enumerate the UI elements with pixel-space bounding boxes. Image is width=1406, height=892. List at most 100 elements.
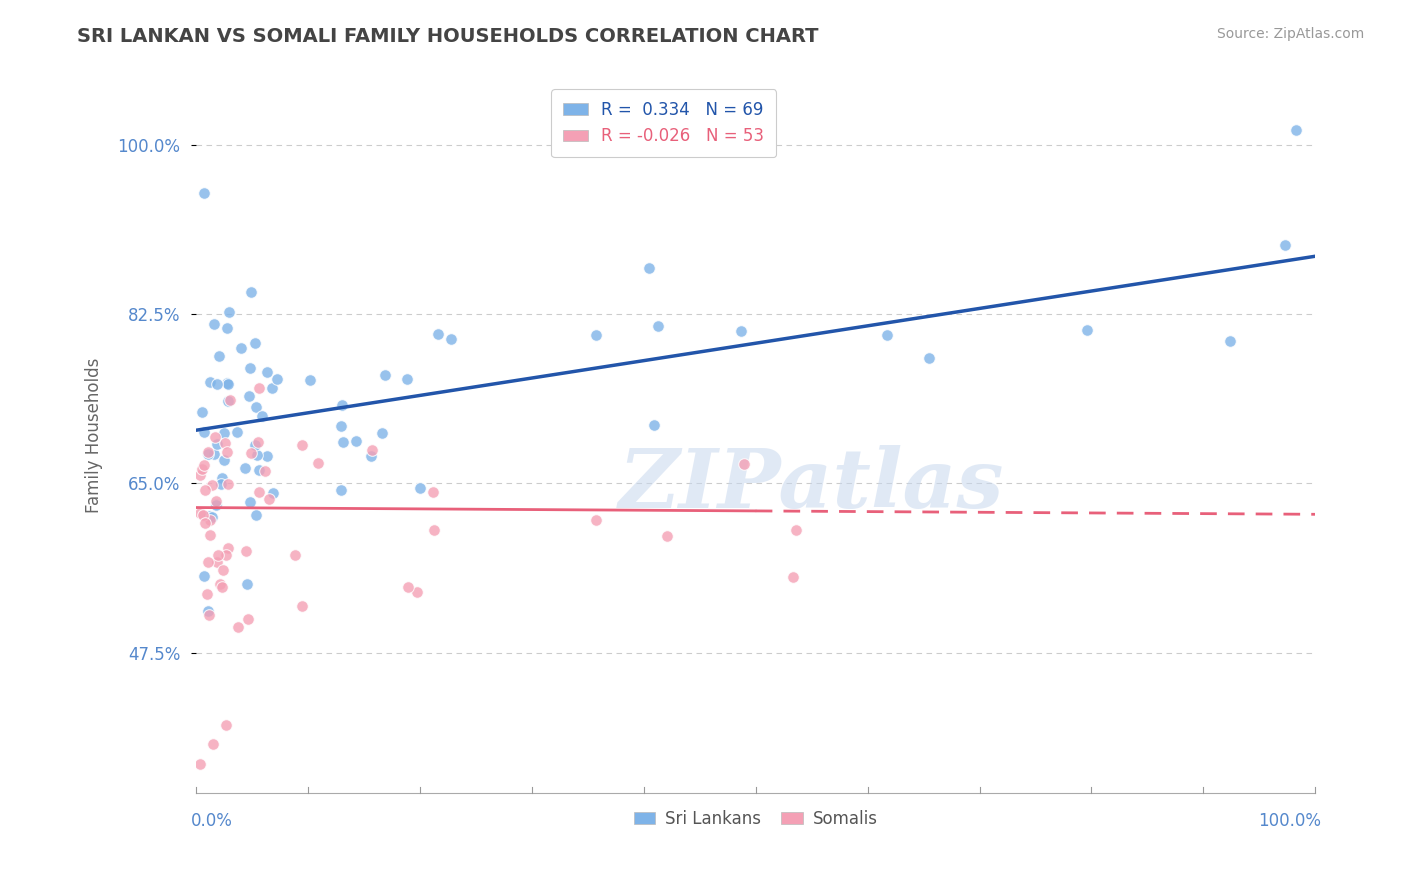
- Point: [785, 523, 807, 537]
- Point: [204, 497, 226, 511]
- Text: SRI LANKAN VS SOMALI FAMILY HOUSEHOLDS CORRELATION CHART: SRI LANKAN VS SOMALI FAMILY HOUSEHOLDS C…: [77, 27, 818, 45]
- Point: [201, 510, 224, 524]
- Text: 100.0%: 100.0%: [1258, 813, 1320, 830]
- Point: [193, 568, 215, 582]
- Point: [197, 447, 219, 461]
- Point: [236, 577, 259, 591]
- Point: [217, 377, 239, 392]
- Point: [647, 318, 669, 333]
- Point: [202, 737, 225, 751]
- Point: [330, 483, 353, 497]
- Point: [204, 499, 226, 513]
- Point: [218, 392, 240, 407]
- Point: [254, 464, 277, 478]
- Point: [217, 321, 239, 335]
- Point: [291, 438, 314, 452]
- Point: [215, 445, 238, 459]
- Point: [202, 447, 225, 461]
- Point: [423, 523, 446, 537]
- Point: [218, 305, 240, 319]
- Point: [207, 555, 229, 569]
- Point: [1219, 334, 1241, 349]
- Point: [257, 492, 280, 507]
- Point: [246, 434, 269, 449]
- Point: [233, 461, 256, 475]
- Point: [217, 476, 239, 491]
- Point: [193, 458, 215, 473]
- Point: [585, 513, 607, 527]
- Point: [917, 351, 939, 365]
- Point: [188, 506, 211, 520]
- Point: [409, 481, 432, 495]
- Point: [245, 401, 267, 415]
- Point: [243, 335, 266, 350]
- Point: [231, 341, 253, 355]
- Point: [730, 324, 752, 338]
- Point: [195, 587, 218, 601]
- Point: [191, 405, 214, 419]
- Point: [256, 450, 278, 464]
- Y-axis label: Family Households: Family Households: [86, 358, 103, 513]
- Point: [217, 394, 239, 409]
- Point: [1285, 123, 1308, 137]
- Point: [200, 528, 222, 542]
- Point: [197, 555, 219, 569]
- Point: [197, 445, 219, 459]
- Point: [247, 381, 270, 395]
- Point: [422, 484, 444, 499]
- Point: [198, 513, 221, 527]
- Point: [212, 453, 235, 467]
- Point: [1274, 237, 1296, 252]
- Point: [361, 442, 384, 457]
- Text: Source: ZipAtlas.com: Source: ZipAtlas.com: [1216, 27, 1364, 41]
- Point: [262, 486, 284, 500]
- Point: [226, 425, 249, 439]
- Point: [371, 425, 394, 440]
- Point: [215, 548, 238, 562]
- Point: [247, 485, 270, 500]
- Point: [245, 437, 267, 451]
- Point: [202, 317, 225, 331]
- Point: [396, 580, 419, 594]
- Point: [205, 377, 228, 392]
- Point: [211, 580, 233, 594]
- Point: [298, 373, 321, 387]
- Point: [201, 478, 224, 492]
- Point: [217, 376, 239, 390]
- Legend: Sri Lankans, Somalis: Sri Lankans, Somalis: [627, 803, 884, 834]
- Point: [655, 529, 678, 543]
- Point: [191, 508, 214, 523]
- Point: [250, 409, 273, 423]
- Point: [238, 389, 260, 403]
- Point: [207, 349, 229, 363]
- Point: [332, 435, 354, 450]
- Point: [256, 365, 278, 379]
- Point: [332, 398, 354, 412]
- Point: [284, 548, 307, 562]
- Point: [211, 471, 233, 485]
- Point: [194, 483, 217, 497]
- Point: [239, 285, 262, 299]
- Point: [188, 756, 211, 771]
- Point: [876, 327, 898, 342]
- Point: [440, 333, 463, 347]
- Point: [291, 599, 314, 613]
- Point: [1076, 323, 1098, 337]
- Point: [246, 448, 269, 462]
- Point: [190, 462, 212, 476]
- Point: [211, 563, 233, 577]
- Point: [193, 425, 215, 439]
- Point: [307, 456, 329, 470]
- Point: [330, 418, 353, 433]
- Point: [193, 186, 215, 201]
- Text: 0.0%: 0.0%: [191, 813, 232, 830]
- Point: [212, 425, 235, 440]
- Point: [733, 457, 755, 471]
- Point: [197, 604, 219, 618]
- Point: [782, 570, 804, 584]
- Point: [266, 372, 288, 386]
- Point: [260, 381, 283, 395]
- Point: [194, 516, 217, 530]
- Point: [239, 494, 262, 508]
- Point: [585, 328, 607, 343]
